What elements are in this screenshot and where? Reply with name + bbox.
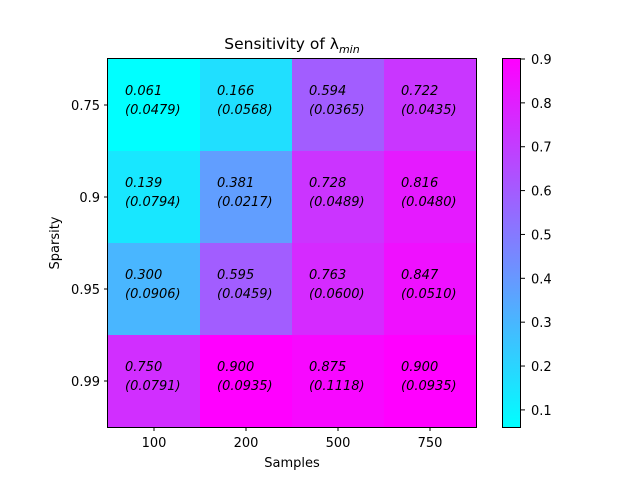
cell-std-label: (0.0510) [401, 287, 457, 302]
cell-value-label: 0.594 [309, 84, 346, 99]
cell-value-label: 0.816 [401, 176, 438, 191]
plot-frame [107, 58, 477, 428]
heatmap-cell [384, 59, 477, 152]
chart-title-main: Sensitivity of λ [224, 35, 339, 53]
y-tick-label: 0.99 [71, 375, 100, 390]
colorbar-tick-label: 0.6 [531, 185, 552, 200]
cell-value-label: 0.900 [217, 360, 254, 375]
cell-value-label: 0.595 [217, 268, 254, 283]
chart-title-subscript: min [339, 43, 360, 56]
cell-value-label: 0.300 [125, 268, 162, 283]
cell-value-label: 0.763 [309, 268, 346, 283]
cell-value-label: 0.166 [217, 84, 254, 99]
heatmap-cell [108, 151, 201, 244]
x-tick-label: 100 [142, 436, 167, 451]
cell-value-label: 0.722 [401, 84, 438, 99]
cell-std-label: (0.0568) [217, 103, 273, 118]
heatmap-cell [384, 243, 477, 336]
cell-std-label: (0.0935) [217, 379, 273, 394]
heatmap-cell [200, 151, 293, 244]
colorbar-tick-label: 0.4 [531, 272, 552, 287]
cell-std-label: (0.0480) [401, 195, 457, 210]
y-tick-label: 0.9 [79, 191, 100, 206]
heatmap-cell [108, 243, 201, 336]
heatmap-cell [384, 151, 477, 244]
cell-std-label: (0.0459) [217, 287, 273, 302]
cell-std-label: (0.0365) [309, 103, 365, 118]
cell-value-label: 0.381 [217, 176, 254, 191]
colorbar-tick-label: 0.1 [531, 404, 552, 419]
cell-value-label: 0.139 [125, 176, 162, 191]
heatmap-cell [200, 243, 293, 336]
cell-value-label: 0.728 [309, 176, 346, 191]
cell-value-label: 0.875 [309, 360, 346, 375]
y-tick-label: 0.95 [71, 283, 100, 298]
cell-std-label: (0.0217) [217, 195, 273, 210]
cell-std-label: (0.1118) [309, 379, 365, 394]
heatmap-cell [292, 151, 385, 244]
heatmap-cell [108, 59, 201, 152]
cell-std-label: (0.0935) [401, 379, 457, 394]
cell-value-label: 0.900 [401, 360, 438, 375]
heatmap-cells [108, 59, 477, 428]
cell-value-label: 0.750 [125, 360, 162, 375]
cell-value-label: 0.847 [401, 268, 439, 283]
cell-std-label: (0.0791) [125, 379, 181, 394]
x-tick-label: 500 [326, 436, 351, 451]
colorbar [502, 58, 521, 428]
colorbar-tick-label: 0.7 [531, 141, 552, 156]
heatmap-cell [384, 335, 477, 428]
heatmap-cell [292, 59, 385, 152]
colorbar-tick-label: 0.9 [531, 53, 552, 68]
y-tick-label: 0.75 [71, 99, 100, 114]
x-axis-label: Samples [264, 456, 320, 471]
heatmap-cell [108, 335, 201, 428]
cell-std-label: (0.0794) [125, 195, 181, 210]
cell-std-label: (0.0435) [401, 103, 457, 118]
chart-title: Sensitivity of λmin [224, 35, 359, 56]
colorbar-tick-label: 0.3 [531, 316, 552, 331]
cell-std-label: (0.0489) [309, 195, 365, 210]
y-axis-label: Sparsity [48, 216, 63, 269]
cell-value-label: 0.061 [125, 84, 162, 99]
heatmap-cell [200, 335, 293, 428]
cell-std-label: (0.0600) [309, 287, 365, 302]
cell-std-label: (0.0479) [125, 103, 181, 118]
heatmap-cell-labels: 0.061 (0.0479) 0.166 (0.0568) 0.594 (0.0365) 0… [125, 84, 457, 394]
y-axis-ticks: 0.75 0.9 0.95 0.99 [71, 99, 108, 390]
heatmap-cell [292, 335, 385, 428]
colorbar-tick-label: 0.8 [531, 97, 552, 112]
colorbar-tick-label: 0.5 [531, 228, 552, 243]
x-tick-label: 750 [418, 436, 443, 451]
cell-std-label: (0.0906) [125, 287, 181, 302]
colorbar-tick-label: 0.2 [531, 360, 552, 375]
x-tick-label: 200 [234, 436, 259, 451]
heatmap-cell [200, 59, 293, 152]
heatmap-cell [292, 243, 385, 336]
colorbar-ticks: 0.1 0.2 0.3 0.4 0.5 0.6 0.7 0.8 0.9 [521, 53, 552, 419]
x-axis-ticks: 100 200 500 750 [142, 427, 443, 451]
